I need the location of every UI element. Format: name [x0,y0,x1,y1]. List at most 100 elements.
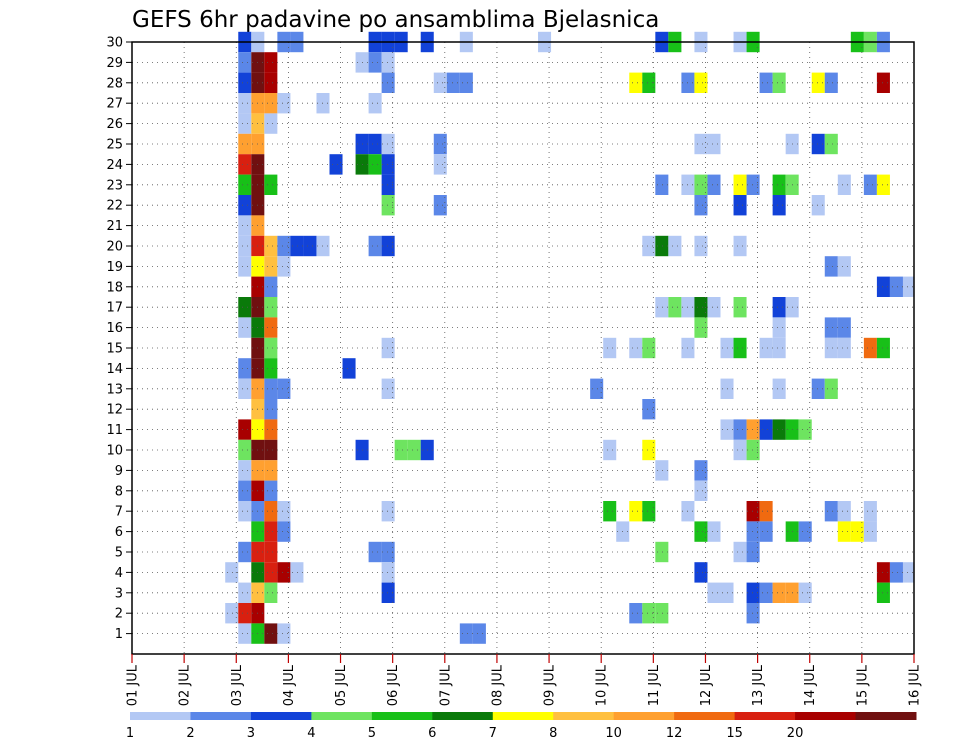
heatmap-cell [746,521,760,542]
heatmap-cell [746,419,760,440]
heatmap-cell [329,154,343,175]
heatmap-cell [238,195,252,216]
heatmap-cell [277,562,291,583]
y-tick-label: 11 [106,423,123,438]
heatmap-cell [889,562,903,583]
x-tick-label: 14 JUL [803,664,818,706]
x-tick-label: 03 JUL [230,664,245,706]
x-tick-label: 04 JUL [282,664,297,706]
heatmap-cell [733,419,747,440]
x-tick-label: 07 JUL [438,664,453,706]
heatmap-cell [459,72,473,93]
heatmap-cell [238,235,252,257]
colorbar-tick-label: 6 [428,726,436,741]
heatmap-cell [876,174,890,195]
heatmap-cell [772,419,786,440]
heatmap-cell [655,235,669,257]
heatmap-cell [746,501,760,522]
heatmap-cell [707,297,721,318]
heatmap-cell [759,582,773,603]
heatmap-cell [264,174,278,195]
heatmap-cell [238,297,252,318]
colorbar-swatch [130,712,191,720]
heatmap-cell [837,521,851,542]
heatmap-cell [733,439,747,461]
y-tick-label: 16 [106,321,123,336]
x-tick-label: 13 JUL [751,664,766,706]
colorbar-swatch [371,712,433,720]
heatmap-cell [277,623,291,644]
x-tick-label: 09 JUL [543,664,558,706]
heatmap-cell [264,52,278,73]
heatmap-cell [238,93,252,114]
heatmap-cell [824,501,838,522]
colorbar-swatch [795,712,857,720]
y-tick-label: 19 [106,260,123,275]
heatmap-cell [238,480,252,501]
heatmap-cell [264,419,278,440]
heatmap-cell [238,358,252,379]
heatmap-cell [694,480,708,501]
heatmap-cell [876,562,890,583]
colorbar-swatch [855,712,917,720]
heatmap-cell [407,439,421,461]
heatmap-cell [876,276,890,297]
x-tick-label: 16 JUL [908,664,923,706]
heatmap-cell [746,174,760,195]
heatmap-cell [642,337,656,359]
heatmap-cell [290,562,304,583]
y-tick-label: 23 [106,178,123,193]
y-tick-label: 17 [106,301,123,316]
heatmap-cell [277,521,291,542]
heatmap-cell [277,235,291,257]
heatmap-cell [225,603,239,624]
heatmap-cell [863,337,877,359]
heatmap-cell [381,562,395,583]
colorbar-swatch [492,712,554,720]
heatmap-cell [668,297,682,318]
heatmap-cell [238,439,252,461]
heatmap-cell [759,521,773,542]
heatmap-cell [238,215,252,236]
heatmap-cell [472,623,486,644]
heatmap-cell [381,337,395,359]
heatmap-cell [733,174,747,195]
x-tick-label: 01 JUL [126,664,141,706]
heatmap-cell [629,337,643,359]
y-tick-label: 15 [106,342,123,357]
heatmap-cell [238,541,252,563]
heatmap-cell [694,195,708,216]
heatmap-cell [264,582,278,603]
heatmap-cell [772,297,786,318]
heatmap-cell [381,52,395,73]
heatmap-cell [264,399,278,420]
heatmap-cell [277,256,291,277]
heatmap-cell [837,174,851,195]
heatmap-cell [264,235,278,257]
heatmap-cell [759,337,773,359]
heatmap-cell [837,337,851,359]
heatmap-cell [277,501,291,522]
heatmap-cell [368,52,382,73]
x-tick-label: 08 JUL [490,664,505,706]
heatmap-cell [824,133,838,155]
heatmap-cell [694,562,708,583]
y-tick-label: 27 [106,97,123,112]
heatmap-cell [368,133,382,155]
heatmap-cell [733,195,747,216]
heatmap-cell [238,501,252,522]
heatmap-cell [238,133,252,155]
heatmap-cell [433,195,447,216]
heatmap-cell [238,52,252,73]
heatmap-cell [694,521,708,542]
heatmap-cell [238,603,252,624]
colorbar-swatch [553,712,615,720]
x-tick-label: 15 JUL [855,664,870,706]
heatmap-cell [342,358,356,379]
heatmap-cell [642,501,656,522]
heatmap-cell [863,174,877,195]
heatmap-cell [225,562,239,583]
y-tick-label: 22 [106,199,123,214]
heatmap-cell [368,154,382,175]
y-tick-label: 5 [115,546,123,561]
